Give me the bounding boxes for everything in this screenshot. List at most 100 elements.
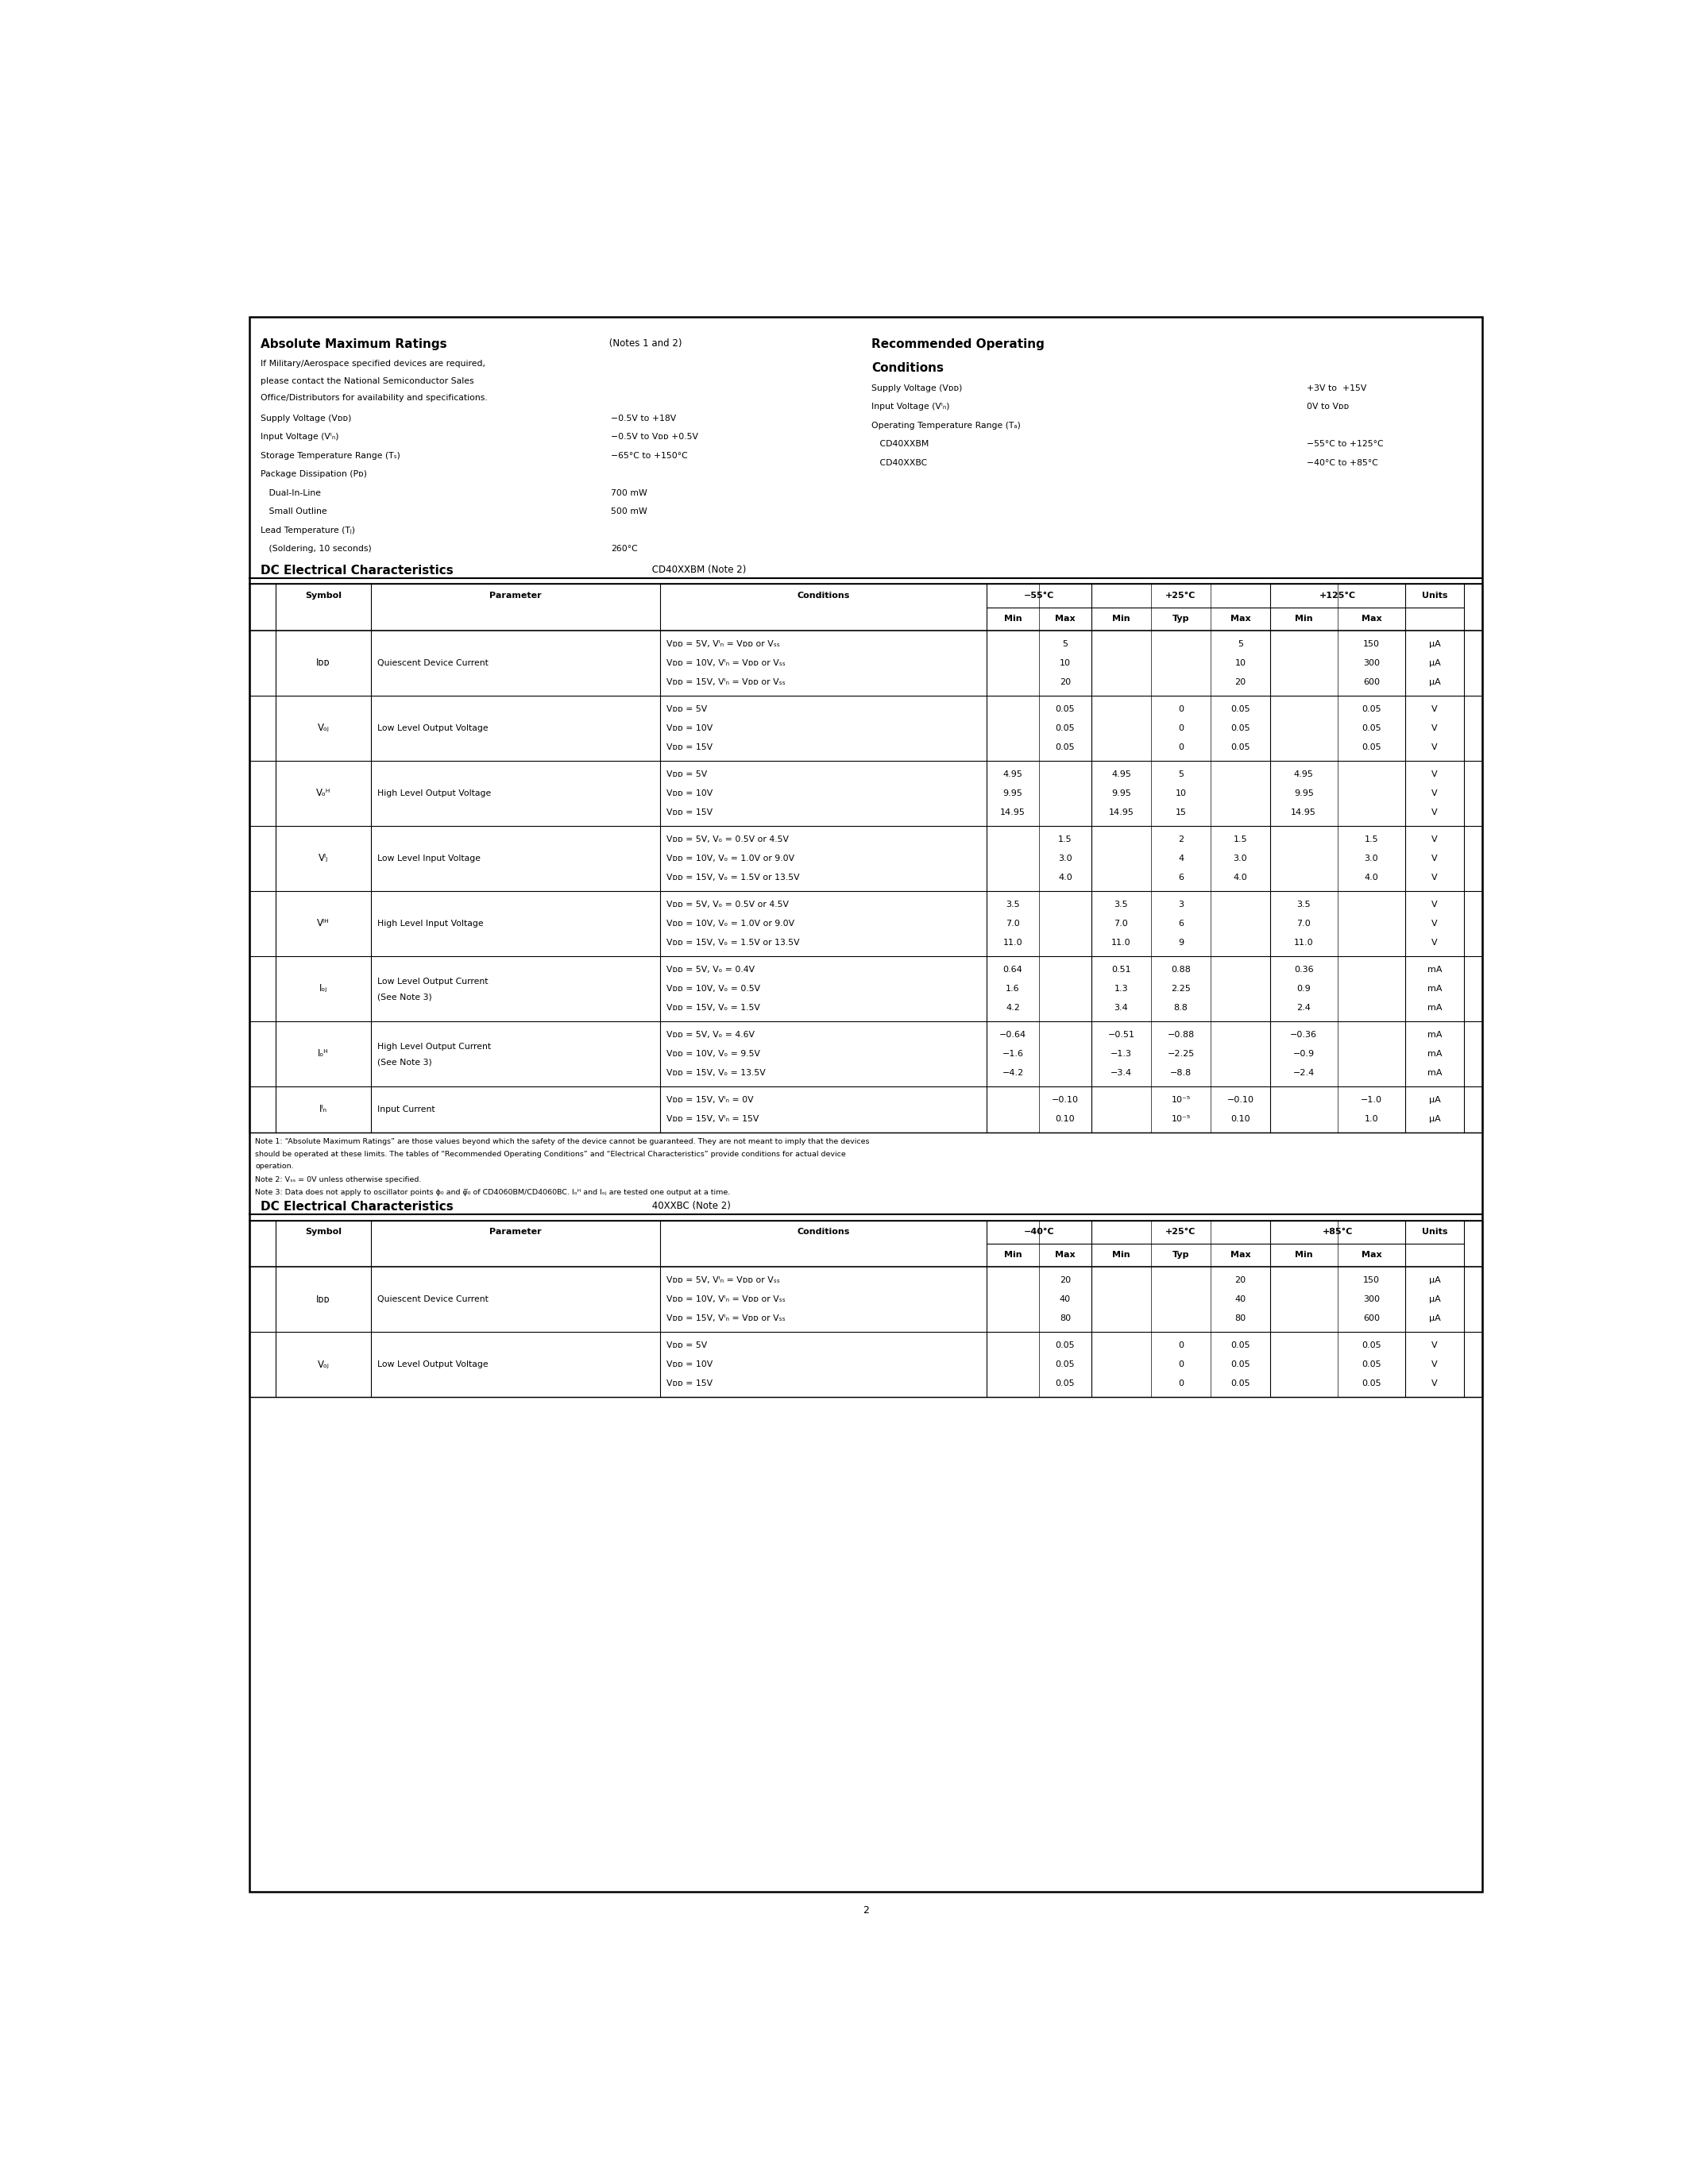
Text: −40°C: −40°C — [1023, 1227, 1055, 1236]
Text: Parameter: Parameter — [490, 1227, 542, 1236]
Text: Parameter: Parameter — [490, 592, 542, 601]
Text: 10⁻⁵: 10⁻⁵ — [1171, 1116, 1190, 1123]
Text: Low Level Output Current: Low Level Output Current — [376, 978, 488, 985]
Text: 600: 600 — [1364, 679, 1379, 686]
Text: 14.95: 14.95 — [1001, 808, 1026, 817]
Text: 40XXBC (Note 2): 40XXBC (Note 2) — [650, 1201, 731, 1212]
Text: 80: 80 — [1060, 1315, 1070, 1324]
Text: 3: 3 — [1178, 900, 1183, 909]
Text: 8.8: 8.8 — [1173, 1005, 1188, 1011]
Text: μA: μA — [1428, 660, 1440, 666]
Text: 0.10: 0.10 — [1055, 1116, 1075, 1123]
Text: Supply Voltage (Vᴅᴅ): Supply Voltage (Vᴅᴅ) — [871, 384, 962, 393]
Text: 40: 40 — [1060, 1295, 1070, 1304]
Text: Vᴅᴅ = 10V, Vₒ = 1.0V or 9.0V: Vᴅᴅ = 10V, Vₒ = 1.0V or 9.0V — [667, 919, 795, 928]
Text: High Level Output Current: High Level Output Current — [376, 1042, 491, 1051]
Text: 0.05: 0.05 — [1055, 1341, 1075, 1350]
Text: −3.4: −3.4 — [1111, 1070, 1133, 1077]
Text: 0.05: 0.05 — [1055, 1380, 1075, 1387]
Text: −0.10: −0.10 — [1227, 1096, 1254, 1103]
Text: 10: 10 — [1234, 660, 1246, 666]
Text: 9.95: 9.95 — [1111, 788, 1131, 797]
Text: V: V — [1431, 854, 1438, 863]
Text: V: V — [1431, 1361, 1438, 1369]
Text: 0.05: 0.05 — [1362, 725, 1381, 732]
Text: Vᴅᴅ = 10V, Vₒ = 9.5V: Vᴅᴅ = 10V, Vₒ = 9.5V — [667, 1051, 760, 1057]
Text: 3.0: 3.0 — [1364, 854, 1379, 863]
Text: V: V — [1431, 834, 1438, 843]
Text: μA: μA — [1428, 1096, 1440, 1103]
Text: 1.5: 1.5 — [1364, 834, 1379, 843]
Text: 4.0: 4.0 — [1058, 874, 1072, 882]
Text: Max: Max — [1361, 1251, 1381, 1260]
Text: 0.05: 0.05 — [1362, 1341, 1381, 1350]
Text: Min: Min — [1112, 1251, 1131, 1260]
Text: Iₒᴴ: Iₒᴴ — [317, 1048, 329, 1059]
Text: 0.64: 0.64 — [1003, 965, 1023, 974]
Text: V: V — [1431, 1380, 1438, 1387]
Text: Units: Units — [1421, 1227, 1448, 1236]
Text: Vᴅᴅ = 10V: Vᴅᴅ = 10V — [667, 1361, 712, 1369]
Text: 9.95: 9.95 — [1295, 788, 1313, 797]
Text: Max: Max — [1361, 616, 1381, 622]
Text: 11.0: 11.0 — [1003, 939, 1023, 948]
Text: Vᴵⱼ: Vᴵⱼ — [319, 854, 327, 863]
Text: 0.36: 0.36 — [1295, 965, 1313, 974]
Text: Vᴅᴅ = 15V: Vᴅᴅ = 15V — [667, 808, 712, 817]
Text: Package Dissipation (Pᴅ): Package Dissipation (Pᴅ) — [260, 470, 366, 478]
Text: Vᴅᴅ = 15V, Vᴵₙ = 15V: Vᴅᴅ = 15V, Vᴵₙ = 15V — [667, 1116, 760, 1123]
Text: 9: 9 — [1178, 939, 1183, 948]
Text: −0.5V to Vᴅᴅ +0.5V: −0.5V to Vᴅᴅ +0.5V — [611, 432, 699, 441]
Text: V: V — [1431, 725, 1438, 732]
Text: μA: μA — [1428, 640, 1440, 649]
Text: 0.05: 0.05 — [1362, 1380, 1381, 1387]
Text: V: V — [1431, 939, 1438, 948]
Text: 80: 80 — [1234, 1315, 1246, 1324]
Text: 1.5: 1.5 — [1058, 834, 1072, 843]
Text: 5: 5 — [1237, 640, 1242, 649]
Text: CD40XXBC: CD40XXBC — [871, 459, 927, 467]
Text: operation.: operation. — [255, 1162, 294, 1171]
Text: 10⁻⁵: 10⁻⁵ — [1171, 1096, 1190, 1103]
Text: 0.05: 0.05 — [1231, 1361, 1251, 1369]
Text: Conditions: Conditions — [871, 363, 944, 373]
Text: Vₒⱼ: Vₒⱼ — [317, 1358, 329, 1369]
Text: 600: 600 — [1364, 1315, 1379, 1324]
Text: V: V — [1431, 743, 1438, 751]
Text: −55°C to +125°C: −55°C to +125°C — [1307, 441, 1384, 448]
Text: 5: 5 — [1178, 771, 1183, 778]
Text: Quiescent Device Current: Quiescent Device Current — [376, 1295, 488, 1304]
Text: Vᴅᴅ = 5V, Vᴵₙ = Vᴅᴅ or Vₛₛ: Vᴅᴅ = 5V, Vᴵₙ = Vᴅᴅ or Vₛₛ — [667, 1275, 780, 1284]
Text: Min: Min — [1112, 616, 1131, 622]
Text: Max: Max — [1231, 616, 1251, 622]
Text: 0.05: 0.05 — [1231, 1341, 1251, 1350]
Text: 0.05: 0.05 — [1362, 1361, 1381, 1369]
Text: Vᴅᴅ = 5V: Vᴅᴅ = 5V — [667, 1341, 707, 1350]
Text: Vᴅᴅ = 15V, Vₒ = 1.5V or 13.5V: Vᴅᴅ = 15V, Vₒ = 1.5V or 13.5V — [667, 874, 800, 882]
Text: V: V — [1431, 788, 1438, 797]
Text: −0.5V to +18V: −0.5V to +18V — [611, 415, 677, 422]
Text: 11.0: 11.0 — [1111, 939, 1131, 948]
Text: 0.05: 0.05 — [1231, 743, 1251, 751]
Text: 3.5: 3.5 — [1296, 900, 1310, 909]
Text: μA: μA — [1428, 679, 1440, 686]
Text: (See Note 3): (See Note 3) — [376, 994, 432, 1000]
Text: 0.05: 0.05 — [1055, 705, 1075, 712]
Text: High Level Input Voltage: High Level Input Voltage — [376, 919, 483, 928]
Text: mA: mA — [1428, 985, 1442, 994]
Text: Iᴅᴅ: Iᴅᴅ — [316, 1295, 331, 1304]
Text: V: V — [1431, 900, 1438, 909]
Text: Iᴅᴅ: Iᴅᴅ — [316, 657, 331, 668]
Text: 20: 20 — [1060, 1275, 1070, 1284]
Text: 0.9: 0.9 — [1296, 985, 1312, 994]
Text: −1.6: −1.6 — [1003, 1051, 1023, 1057]
Text: −55°C: −55°C — [1023, 592, 1055, 601]
Text: (Soldering, 10 seconds): (Soldering, 10 seconds) — [260, 546, 371, 553]
Text: V: V — [1431, 808, 1438, 817]
Text: Iₒⱼ: Iₒⱼ — [319, 983, 327, 994]
Text: 7.0: 7.0 — [1296, 919, 1312, 928]
Text: 0: 0 — [1178, 705, 1183, 712]
Text: Symbol: Symbol — [306, 592, 341, 601]
Text: 4.0: 4.0 — [1364, 874, 1379, 882]
Text: 6: 6 — [1178, 919, 1183, 928]
